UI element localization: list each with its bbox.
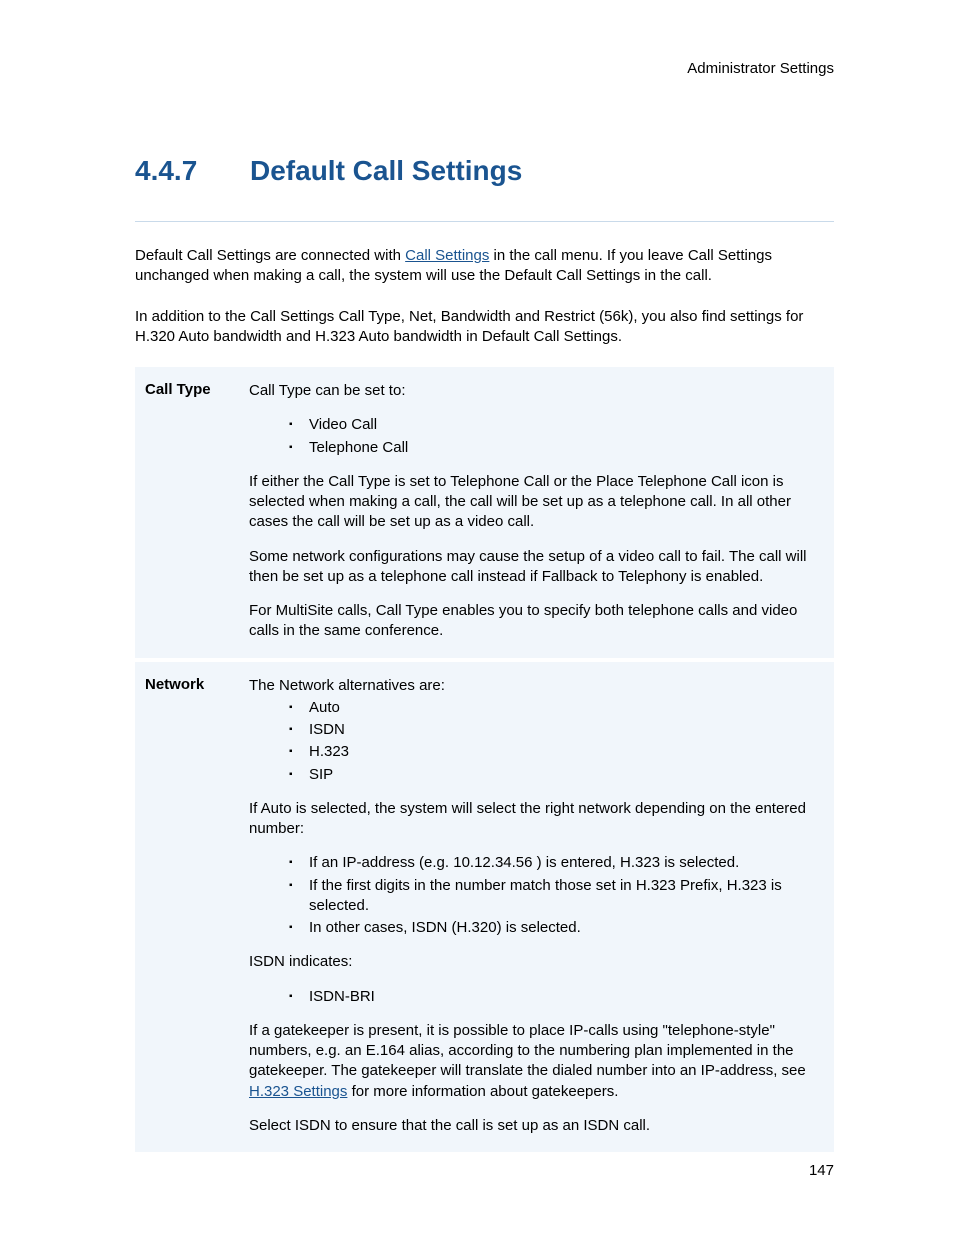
options-list: Video Call Telephone Call	[249, 415, 818, 458]
running-header: Administrator Settings	[135, 60, 834, 77]
row-content: Call Type can be set to: Video Call Tele…	[249, 381, 818, 642]
section-heading: 4.4.7 Default Call Settings	[135, 155, 834, 187]
table-row: Call Type Call Type can be set to: Video…	[135, 367, 834, 662]
isdn-list: ISDN-BRI	[249, 987, 818, 1007]
list-item: Auto	[289, 698, 818, 718]
list-item: SIP	[289, 765, 818, 785]
list-item: Telephone Call	[289, 438, 818, 458]
text: Select ISDN to ensure that the call is s…	[249, 1116, 818, 1136]
list-item: If an IP-address (e.g. 10.12.34.56 ) is …	[289, 853, 818, 873]
h323-settings-link[interactable]: H.323 Settings	[249, 1083, 347, 1100]
row-label: Network	[145, 676, 249, 1137]
list-item: In other cases, ISDN (H.320) is selected…	[289, 918, 818, 938]
row-content: The Network alternatives are: Auto ISDN …	[249, 676, 818, 1137]
page-number: 147	[809, 1162, 834, 1179]
text: ISDN indicates:	[249, 952, 818, 972]
text: Some network configurations may cause th…	[249, 547, 818, 588]
text-fragment: for more information about gatekeepers.	[347, 1083, 618, 1100]
text: Call Type can be set to:	[249, 381, 818, 401]
options-list: Auto ISDN H.323 SIP	[249, 698, 818, 785]
text-fragment: Default Call Settings are connected with	[135, 247, 405, 264]
list-item: Video Call	[289, 415, 818, 435]
auto-rules-list: If an IP-address (e.g. 10.12.34.56 ) is …	[249, 853, 818, 938]
text: For MultiSite calls, Call Type enables y…	[249, 601, 818, 642]
text: If a gatekeeper is present, it is possib…	[249, 1021, 818, 1102]
list-item: ISDN-BRI	[289, 987, 818, 1007]
intro-paragraph-2: In addition to the Call Settings Call Ty…	[135, 307, 834, 348]
text: If Auto is selected, the system will sel…	[249, 799, 818, 840]
section-number: 4.4.7	[135, 155, 250, 187]
divider	[135, 221, 834, 222]
section-title: Default Call Settings	[250, 155, 522, 187]
call-settings-link[interactable]: Call Settings	[405, 247, 489, 264]
text: If either the Call Type is set to Teleph…	[249, 472, 818, 533]
list-item: If the first digits in the number match …	[289, 876, 818, 917]
intro-paragraph-1: Default Call Settings are connected with…	[135, 246, 834, 287]
list-item: H.323	[289, 742, 818, 762]
row-label: Call Type	[145, 381, 249, 642]
text: The Network alternatives are:	[249, 676, 818, 696]
list-item: ISDN	[289, 720, 818, 740]
table-row: Network The Network alternatives are: Au…	[135, 662, 834, 1153]
settings-table: Call Type Call Type can be set to: Video…	[135, 367, 834, 1152]
text-fragment: If a gatekeeper is present, it is possib…	[249, 1022, 806, 1080]
document-page: Administrator Settings 4.4.7 Default Cal…	[0, 0, 954, 1235]
